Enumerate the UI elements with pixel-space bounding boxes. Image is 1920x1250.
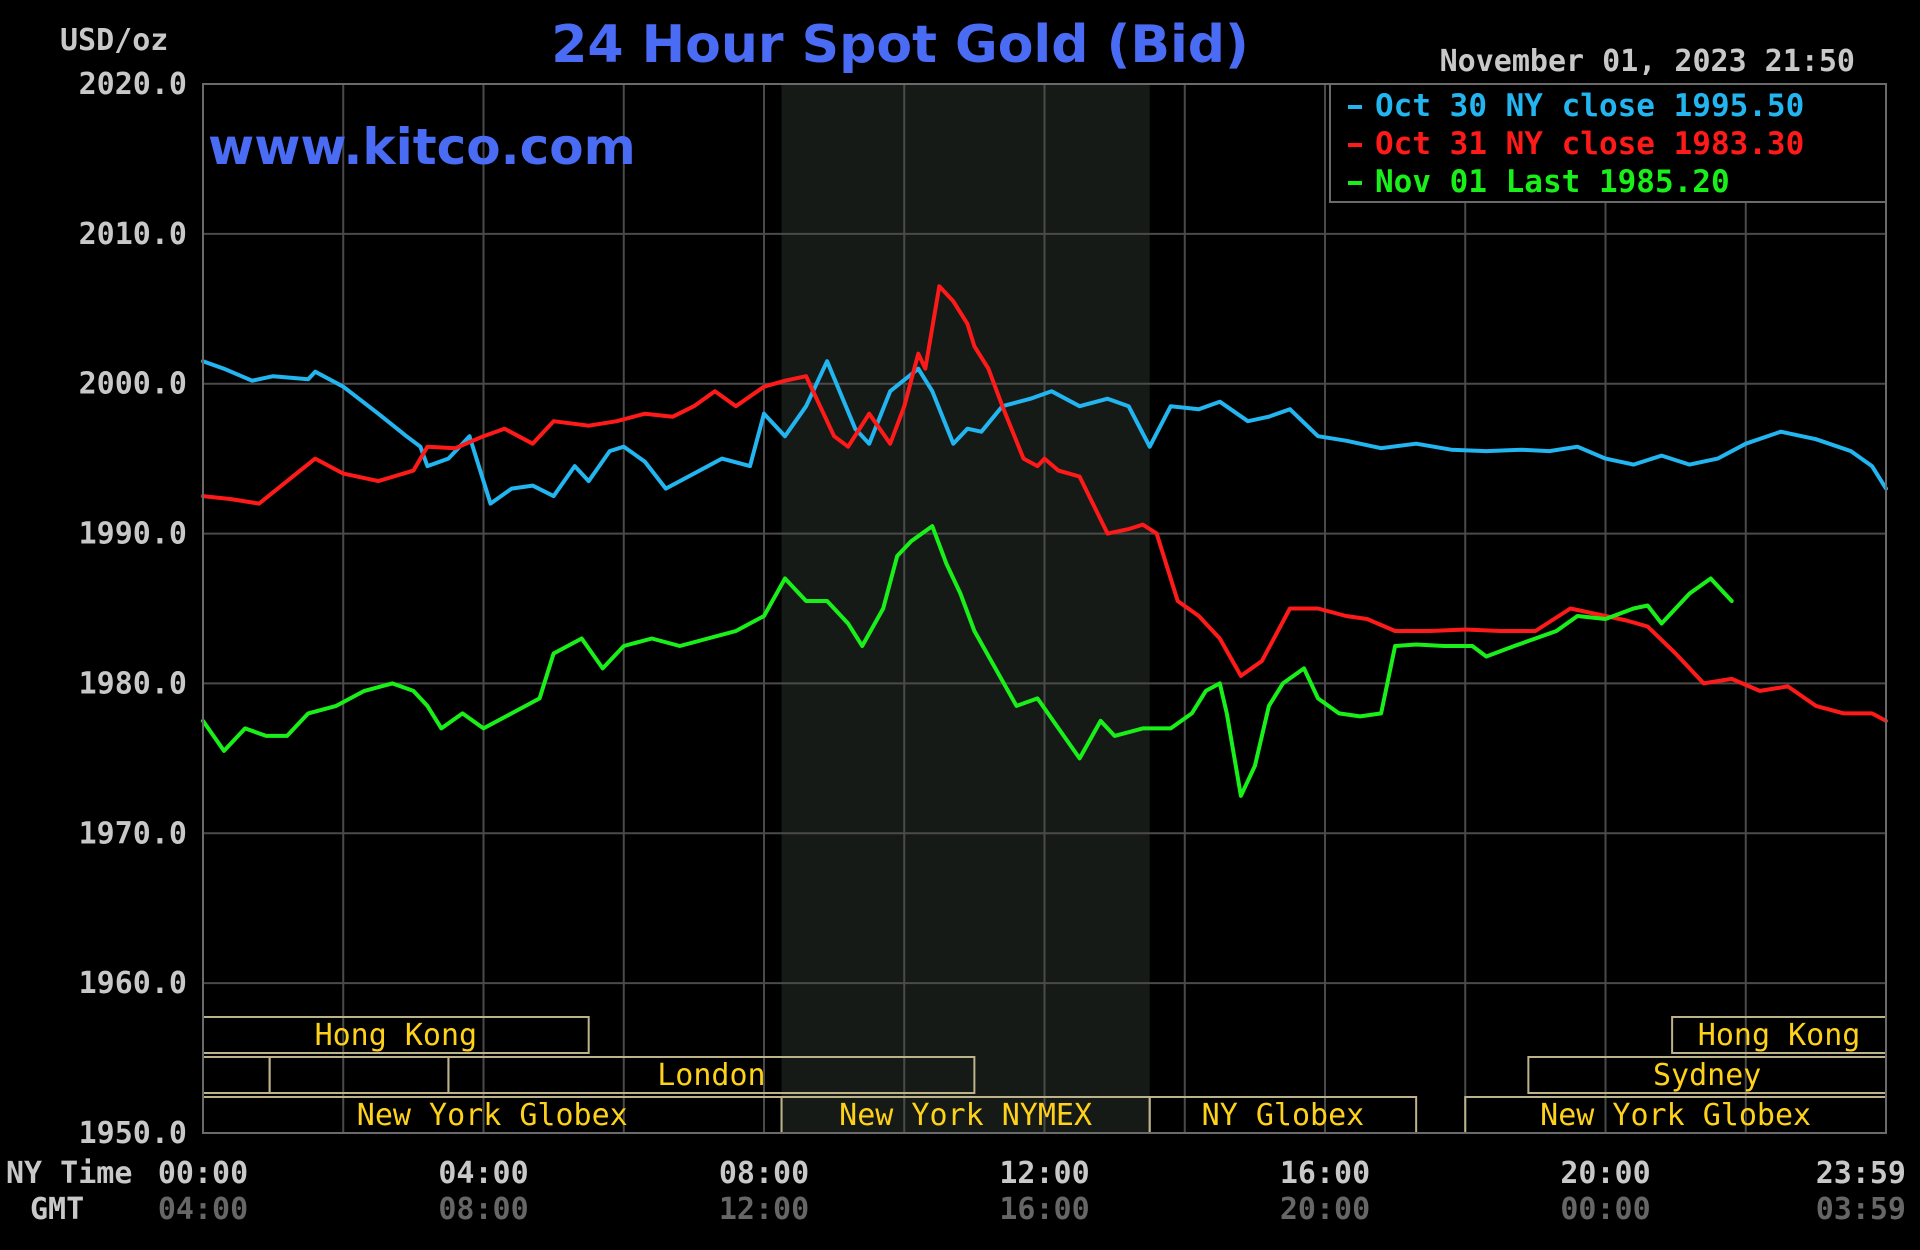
legend-box <box>1329 83 1887 203</box>
ny-time-row-label: NY Time <box>6 1156 132 1191</box>
session-label: Hong Kong <box>315 1018 478 1053</box>
y-tick-label: 1980.0 <box>79 666 187 701</box>
y-axis-ticks: 2020.0 2010.0 2000.0 1990.0 1980.0 1970.0 1960… <box>79 67 187 1151</box>
chart-title: 24 Hour Spot Gold (Bid) <box>551 15 1249 75</box>
legend-entry: Oct 31 NY close 1983.30 <box>1375 126 1804 162</box>
chart-timestamp: November 01, 2023 21:50 <box>1440 44 1855 79</box>
y-tick-label: 2000.0 <box>79 367 187 402</box>
x-tick-label-ny: 20:00 <box>1560 1156 1650 1191</box>
session-label: New York Globex <box>357 1098 628 1133</box>
trading-sessions: Hong Kong London New York Globex New York N… <box>202 1016 1888 1134</box>
kitco-watermark: www.kitco.com <box>208 118 636 176</box>
x-tick-label-ny: 04:00 <box>438 1156 528 1191</box>
price-series <box>201 284 1888 798</box>
legend-entry: Oct 30 NY close 1995.50 <box>1375 88 1804 124</box>
plot-border <box>202 83 1887 1134</box>
y-axis-unit-label: USD/oz <box>60 23 168 58</box>
session-label: NY Globex <box>1202 1098 1365 1133</box>
x-tick-label-ny: 08:00 <box>719 1156 809 1191</box>
series-line <box>201 284 1888 723</box>
y-tick-label: 2010.0 <box>79 217 187 252</box>
y-tick-label: 1950.0 <box>79 1116 187 1151</box>
session-bar <box>447 1056 976 1094</box>
session-label: New York Globex <box>1540 1098 1811 1133</box>
legend-entry: Nov 01 Last 1985.20 <box>1375 164 1730 200</box>
x-tick-label-gmt: 12:00 <box>719 1192 809 1227</box>
x-tick-label-ny: 16:00 <box>1280 1156 1370 1191</box>
session-label: New York NYMEX <box>839 1098 1092 1133</box>
y-tick-label: 1970.0 <box>79 816 187 851</box>
x-tick-label-gmt: 20:00 <box>1280 1192 1370 1227</box>
series-line <box>201 524 1734 798</box>
session-label: Hong Kong <box>1698 1018 1861 1053</box>
y-tick-label: 2020.0 <box>79 67 187 102</box>
x-tick-label-gmt: 03:59 <box>1816 1192 1906 1227</box>
x-tick-label-gmt: 04:00 <box>158 1192 248 1227</box>
y-tick-label: 1990.0 <box>79 517 187 552</box>
x-tick-label-ny: 00:00 <box>158 1156 248 1191</box>
y-tick-label: 1960.0 <box>79 966 187 1001</box>
x-tick-label-gmt: 16:00 <box>999 1192 1089 1227</box>
session-label: Sydney <box>1653 1058 1761 1093</box>
x-axis-ticks: 00:0004:0004:0008:0008:0012:0012:0016:00… <box>158 1156 1906 1227</box>
x-tick-label-gmt: 00:00 <box>1560 1192 1650 1227</box>
gmt-row-label: GMT <box>30 1192 84 1227</box>
x-tick-label-gmt: 08:00 <box>438 1192 528 1227</box>
session-label: London <box>657 1058 765 1093</box>
x-tick-label-ny: 23:59 <box>1816 1156 1906 1191</box>
x-tick-label-ny: 12:00 <box>999 1156 1089 1191</box>
